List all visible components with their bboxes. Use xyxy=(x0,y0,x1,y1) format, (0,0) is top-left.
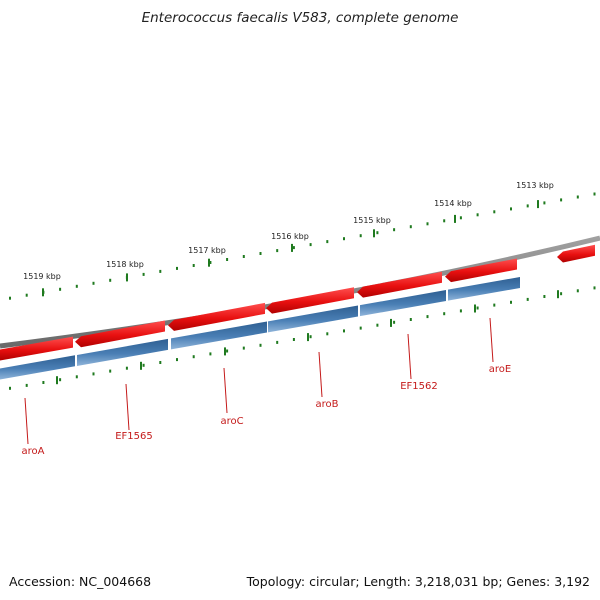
reverse-gene xyxy=(0,355,75,380)
gene-labels: aroA EF1565 aroC aroB EF1562 aroE xyxy=(22,317,511,457)
outer-scale-ticks xyxy=(9,192,596,300)
inner-scale-ticks xyxy=(9,286,596,390)
forward-strand-genes xyxy=(0,244,595,361)
forward-gene xyxy=(557,244,595,263)
map-title: Enterococcus faecalis V583, complete gen… xyxy=(141,10,459,26)
gene-leader-line xyxy=(407,333,412,380)
genome-summary: Topology: circular; Length: 3,218,031 bp… xyxy=(246,574,590,589)
scale-label: 1517 kbp xyxy=(188,246,226,255)
gene-leader-line xyxy=(223,367,228,414)
reverse-strand-genes xyxy=(0,276,520,380)
forward-gene xyxy=(357,271,442,298)
forward-gene xyxy=(445,258,517,283)
scale-label: 1513 kbp xyxy=(516,181,554,190)
gene-label: aroA xyxy=(22,446,45,457)
gene-label: EF1565 xyxy=(115,431,153,442)
forward-gene xyxy=(0,336,73,361)
reverse-gene xyxy=(268,305,358,333)
reverse-gene xyxy=(448,276,520,301)
scale-label: 1515 kbp xyxy=(353,216,391,225)
reverse-gene xyxy=(77,338,168,366)
forward-gene xyxy=(168,302,265,331)
reverse-gene xyxy=(171,321,267,350)
accession-label: Accession: NC_004668 xyxy=(9,574,152,589)
gene-label: aroC xyxy=(220,416,243,427)
gene-label: aroB xyxy=(316,399,339,410)
gene-leader-line xyxy=(125,383,130,431)
gene-label: aroE xyxy=(489,364,511,375)
genome-backbone xyxy=(0,235,600,349)
forward-gene xyxy=(75,320,165,348)
scale-labels: 1513 kbp 1514 kbp 1515 kbp 1516 kbp 1517 kbp… xyxy=(23,181,554,281)
scale-label: 1518 kbp xyxy=(106,260,144,269)
reverse-gene xyxy=(360,290,446,317)
forward-gene xyxy=(266,287,354,314)
gene-leader-line xyxy=(24,397,29,445)
gene-leader-line xyxy=(318,351,323,398)
scale-label: 1514 kbp xyxy=(434,199,472,208)
scale-label: 1519 kbp xyxy=(23,272,61,281)
gene-label: EF1562 xyxy=(400,381,438,392)
gene-leader-line xyxy=(489,317,494,363)
scale-label: 1516 kbp xyxy=(271,232,309,241)
